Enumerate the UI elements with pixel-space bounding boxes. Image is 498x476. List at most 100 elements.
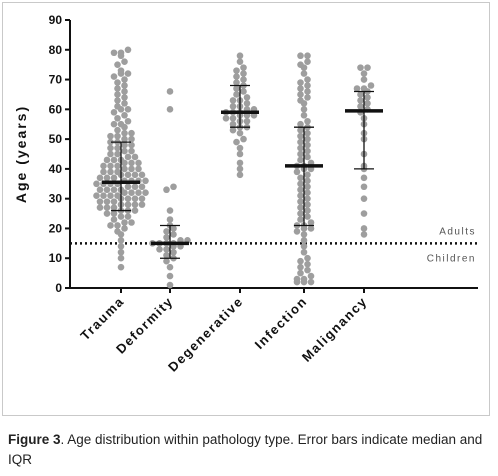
data-point: [357, 64, 364, 71]
data-point: [300, 231, 308, 238]
data-point: [163, 234, 170, 241]
data-point: [138, 183, 146, 191]
data-point: [142, 177, 149, 185]
data-point: [240, 76, 247, 83]
data-point: [353, 85, 361, 92]
data-point: [360, 70, 368, 77]
data-point: [297, 180, 304, 188]
data-point: [114, 79, 121, 86]
data-point: [243, 94, 251, 101]
data-point: [304, 195, 311, 202]
data-point: [128, 189, 135, 197]
data-point: [103, 174, 111, 182]
data-point: [110, 120, 118, 128]
data-point: [121, 219, 128, 226]
data-point: [117, 67, 125, 74]
data-point: [121, 225, 128, 232]
data-point: [304, 147, 311, 155]
data-point: [357, 91, 364, 98]
data-point: [236, 159, 244, 167]
y-tick-label: 40: [49, 162, 63, 176]
data-point: [110, 174, 118, 182]
data-point: [166, 263, 174, 271]
data-point: [229, 126, 237, 134]
y-tick-label: 50: [49, 132, 63, 146]
data-point: [233, 67, 240, 74]
data-point: [124, 171, 132, 179]
data-point: [121, 147, 128, 155]
data-point: [138, 171, 146, 179]
data-point: [357, 97, 364, 104]
data-point: [307, 225, 315, 232]
data-point: [304, 260, 311, 268]
data-point: [360, 174, 368, 182]
data-point: [240, 64, 247, 71]
data-point: [297, 85, 304, 92]
data-point: [304, 135, 311, 143]
data-point: [121, 135, 128, 143]
data-point: [166, 272, 174, 280]
y-tick-label: 10: [49, 251, 63, 265]
data-point: [110, 186, 118, 194]
data-point: [229, 103, 237, 110]
data-point: [297, 138, 304, 146]
data-point: [304, 266, 311, 274]
data-point: [300, 70, 308, 77]
data-point: [163, 228, 170, 235]
data-point: [121, 111, 128, 119]
data-point: [297, 97, 304, 104]
data-point: [300, 248, 308, 256]
data-point: [114, 168, 121, 176]
data-point: [128, 135, 135, 143]
data-point: [304, 82, 311, 89]
data-point: [163, 251, 170, 259]
data-point: [121, 100, 128, 107]
data-point: [307, 272, 315, 280]
data-point: [300, 111, 308, 119]
data-point: [103, 204, 111, 211]
data-point: [107, 168, 114, 176]
data-point: [107, 150, 114, 158]
data-point: [360, 210, 368, 217]
data-point: [117, 237, 125, 244]
data-point: [236, 165, 244, 173]
data-point: [128, 159, 135, 167]
data-point: [233, 85, 240, 92]
data-point: [128, 129, 135, 137]
data-point: [131, 153, 139, 161]
data-point: [93, 192, 100, 199]
data-point: [166, 281, 174, 289]
data-point: [304, 117, 311, 125]
data-point: [297, 144, 304, 152]
data-point: [364, 64, 371, 71]
data-point: [243, 117, 251, 125]
y-tick-label: 20: [49, 221, 63, 235]
data-point: [128, 141, 135, 149]
data-point: [304, 94, 311, 101]
data-point: [121, 82, 128, 89]
data-point: [357, 103, 364, 110]
data-point: [307, 219, 315, 226]
data-point: [114, 85, 121, 92]
data-point: [297, 186, 304, 194]
data-point: [233, 91, 240, 98]
data-point: [304, 153, 311, 161]
data-point: [114, 97, 121, 104]
data-point: [360, 231, 368, 238]
data-point: [166, 106, 174, 113]
data-point: [166, 216, 174, 223]
data-point: [131, 171, 139, 179]
data-point: [110, 73, 118, 80]
data-point: [240, 135, 247, 143]
data-point: [236, 144, 244, 152]
data-point: [121, 58, 128, 65]
data-point: [297, 210, 304, 217]
data-point: [114, 103, 121, 110]
data-point: [297, 52, 304, 60]
data-point: [304, 201, 311, 208]
data-point: [124, 153, 132, 161]
data-point: [110, 210, 118, 217]
data-point: [364, 100, 371, 107]
data-point: [124, 117, 132, 125]
data-point: [114, 132, 121, 140]
